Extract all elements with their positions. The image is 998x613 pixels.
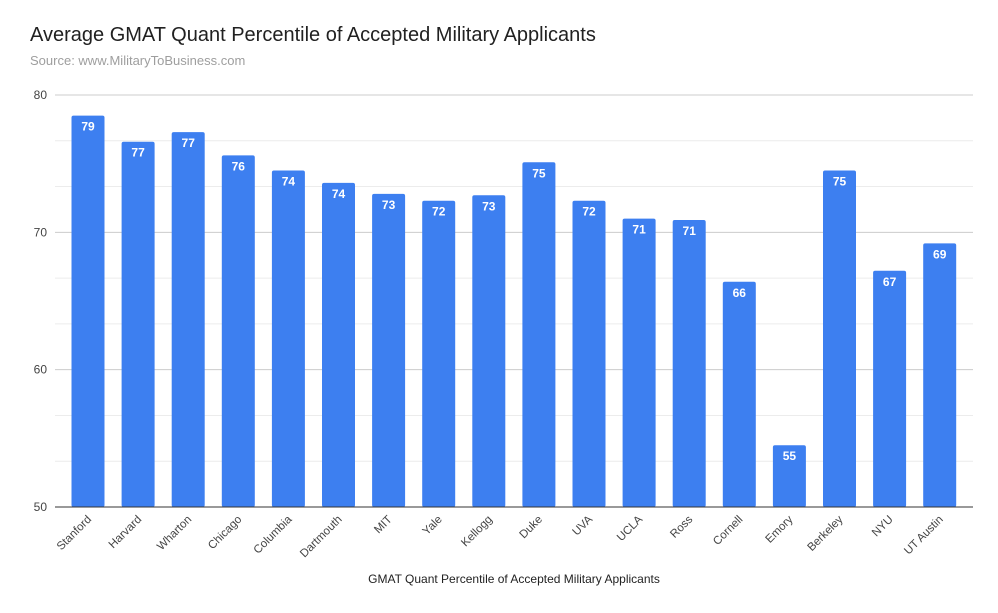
bar-ut-austin	[923, 243, 957, 507]
bar-columbia	[271, 170, 305, 508]
bar-nyu	[873, 270, 907, 507]
chart-title: Average GMAT Quant Percentile of Accepte…	[30, 24, 596, 46]
x-tick-label: UVA	[571, 513, 596, 538]
x-tick-label: MIT	[372, 514, 394, 536]
bar-ross	[672, 219, 706, 507]
x-tick-label: Berkeley	[805, 513, 845, 553]
x-tick-label: Emory	[764, 513, 796, 545]
data-label: 77	[182, 136, 196, 150]
data-label: 75	[833, 175, 847, 189]
data-label: 69	[933, 247, 947, 261]
y-axis-ticks: 50 60 70 80	[34, 88, 48, 514]
x-tick-label: Duke	[518, 514, 545, 541]
bar-ucla	[622, 218, 656, 507]
x-tick-label: UT Austin	[902, 514, 946, 558]
x-tick-label: Cornell	[711, 514, 745, 548]
data-labels: 79 77 77 76 74 74 73 72 73 75 72 71 71 66 55 75 67 69	[81, 120, 946, 464]
bar-wharton	[171, 132, 205, 507]
data-label: 67	[883, 275, 897, 289]
bar-dartmouth	[322, 182, 355, 508]
data-label: 73	[382, 198, 396, 212]
data-label: 77	[131, 146, 145, 160]
x-tick-label: Harvard	[107, 514, 144, 551]
x-axis-ticks: Stanford Harvard Wharton Chicago Columbia Dar…	[55, 513, 946, 560]
x-tick-label: Stanford	[55, 514, 94, 553]
x-tick-label: Chicago	[206, 514, 244, 552]
y-tick-label: 80	[34, 88, 48, 102]
bar-emory	[772, 445, 806, 507]
data-label: 66	[733, 286, 747, 300]
bar-duke	[522, 162, 556, 507]
x-tick-label: NYU	[870, 514, 896, 540]
data-label: 72	[582, 205, 596, 219]
data-label: 76	[232, 159, 246, 173]
bar-kellogg	[472, 195, 506, 507]
chart-subtitle: Source: www.MilitaryToBusiness.com	[30, 53, 246, 68]
bar-stanford	[71, 115, 105, 507]
bar-mit	[372, 193, 406, 507]
y-tick-label: 70	[34, 225, 48, 239]
bar-chicago	[221, 155, 255, 507]
data-label: 75	[532, 166, 546, 180]
x-tick-label: Yale	[421, 514, 445, 538]
data-label: 71	[632, 223, 646, 237]
data-label: 55	[783, 449, 797, 463]
x-axis-label: GMAT Quant Percentile of Accepted Milita…	[368, 572, 660, 586]
data-label: 73	[482, 199, 496, 213]
data-label: 74	[332, 187, 346, 201]
data-label: 79	[81, 120, 95, 134]
y-tick-label: 50	[34, 500, 48, 514]
x-tick-label: Kellogg	[459, 514, 495, 550]
x-tick-label: UCLA	[615, 513, 645, 543]
data-label: 74	[282, 175, 296, 189]
x-tick-label: Wharton	[155, 514, 194, 553]
x-tick-label: Ross	[668, 513, 695, 540]
x-tick-label: Columbia	[252, 513, 295, 556]
bar-uva	[572, 200, 606, 507]
bar-cornell	[722, 281, 756, 507]
gridlines	[55, 94, 973, 462]
bars	[71, 115, 957, 508]
bar-yale	[422, 200, 456, 507]
bar-berkeley	[823, 170, 856, 508]
bar-harvard	[121, 141, 155, 507]
x-tick-label: Dartmouth	[298, 514, 344, 560]
data-label: 71	[683, 224, 697, 238]
data-label: 72	[432, 205, 446, 219]
y-tick-label: 60	[34, 363, 48, 377]
